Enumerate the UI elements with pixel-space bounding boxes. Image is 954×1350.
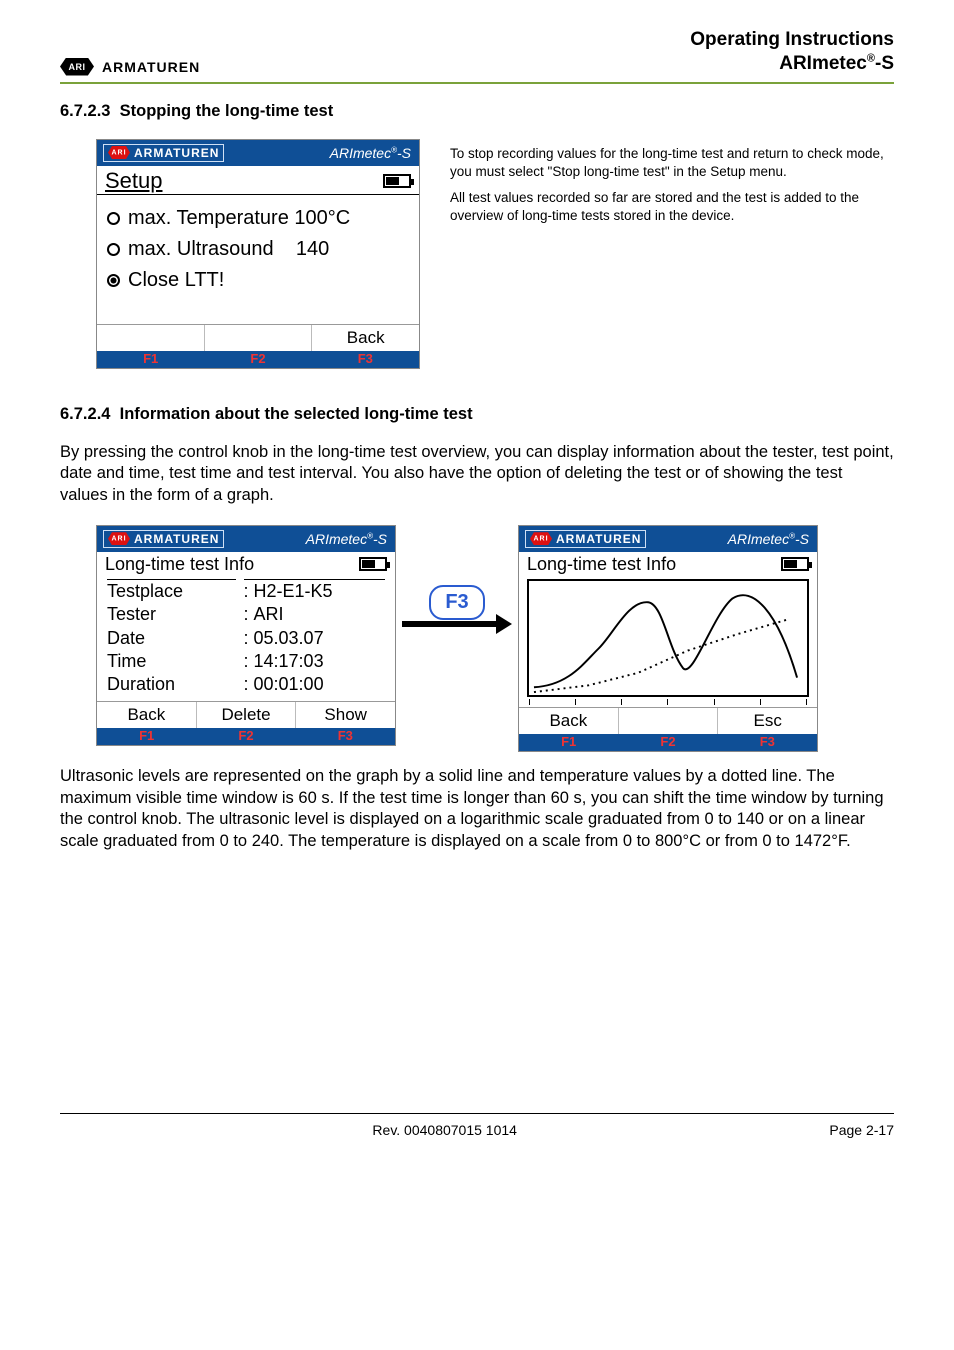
f1-label: F1: [519, 734, 618, 751]
graph-dotted-line: [534, 619, 787, 691]
doc-title-line2: ARImetec®-S: [690, 52, 894, 76]
battery-icon: [781, 557, 809, 571]
ari-diamond-icon: [108, 532, 130, 545]
f3-transition: F3: [402, 525, 512, 632]
device-title-row: Long-time test Info: [97, 552, 395, 575]
label-time: Time: [107, 650, 236, 673]
device-body: max. Temperature 100°C max. Ultrasound 1…: [97, 195, 419, 324]
arrow-right-icon: [402, 616, 512, 632]
label-date: Date: [107, 627, 236, 650]
ari-diamond-icon: [60, 58, 94, 76]
f2-label: F2: [618, 734, 717, 751]
device-body: Testplace : H2-E1-K5 Tester : ARI Date : 05…: [97, 575, 395, 701]
section-heading-info: 6.7.2.4 Information about the selected l…: [60, 405, 894, 424]
sec1-para1: To stop recording values for the long-ti…: [450, 145, 894, 181]
radio-selected-icon: [107, 274, 120, 287]
f-key-strip: F1 F2 F3: [97, 351, 419, 368]
device-title: Setup: [105, 168, 163, 194]
val-duration: : 00:01:00: [244, 673, 386, 696]
device-footer: Back: [97, 324, 419, 351]
f3-label: F3: [718, 734, 817, 751]
val-time: : 14:17:03: [244, 650, 386, 673]
footer-slot-2: [619, 708, 719, 734]
device-brand: ARMATUREN: [525, 530, 646, 548]
f3-bubble: F3: [429, 585, 484, 620]
graph-svg: [529, 581, 807, 695]
device-product: ARImetec®-S: [728, 531, 809, 547]
radio-icon: [107, 243, 120, 256]
f3-label: F3: [296, 728, 395, 745]
battery-icon: [359, 557, 387, 571]
device-setup-screen: ARMATUREN ARImetec®-S Setup max. Tempera…: [96, 139, 420, 369]
radio-icon: [107, 212, 120, 225]
device-product: ARImetec®-S: [306, 531, 387, 547]
f1-label: F1: [97, 351, 204, 368]
label-duration: Duration: [107, 673, 236, 696]
device-title: Long-time test Info: [105, 554, 254, 575]
val-testplace: : H2-E1-K5: [244, 579, 386, 603]
back-button[interactable]: Back: [97, 702, 197, 728]
brand-text: ARMATUREN: [102, 59, 200, 75]
brand-logo: ARMATUREN: [60, 58, 200, 76]
f2-label: F2: [196, 728, 295, 745]
esc-button[interactable]: Esc: [718, 708, 817, 734]
info-grid: Testplace : H2-E1-K5 Tester : ARI Date : 05…: [107, 579, 385, 697]
show-button[interactable]: Show: [296, 702, 395, 728]
label-tester: Tester: [107, 603, 236, 626]
battery-icon: [383, 174, 411, 188]
footer-rev: Rev. 0040807015 1014: [60, 1122, 829, 1138]
page-footer: Rev. 0040807015 1014 Page 2-17: [60, 1113, 894, 1138]
option-close-ltt[interactable]: Close LTT!: [107, 265, 409, 296]
f2-label: F2: [204, 351, 311, 368]
sec2-devices-row: ARMATUREN ARImetec®-S Long-time test Inf…: [96, 525, 894, 752]
f1-label: F1: [97, 728, 196, 745]
val-tester: : ARI: [244, 603, 386, 626]
device-footer: Back Delete Show: [97, 701, 395, 728]
device-title: Long-time test Info: [527, 554, 676, 575]
option-max-ultrasound[interactable]: max. Ultrasound 140: [107, 234, 409, 265]
device-brand: ARMATUREN: [103, 530, 224, 548]
f3-label: F3: [312, 351, 419, 368]
footer-page: Page 2-17: [829, 1122, 894, 1138]
device-top-bar: ARMATUREN ARImetec®-S: [97, 526, 395, 552]
back-button[interactable]: Back: [519, 708, 619, 734]
label-testplace: Testplace: [107, 579, 236, 603]
device-brand: ARMATUREN: [103, 144, 224, 162]
footer-slot-1: [97, 325, 205, 351]
footer-slot-2: [205, 325, 313, 351]
device-top-bar: ARMATUREN ARImetec®-S: [97, 140, 419, 166]
graph-area: [527, 579, 809, 697]
graph-solid-line: [534, 595, 797, 687]
sec1-text: To stop recording values for the long-ti…: [450, 139, 894, 234]
device-footer: Back Esc: [519, 707, 817, 734]
sec1-para2: All test values recorded so far are stor…: [450, 189, 894, 225]
f-key-strip: F1 F2 F3: [97, 728, 395, 745]
device-top-bar: ARMATUREN ARImetec®-S: [519, 526, 817, 552]
val-date: : 05.03.07: [244, 627, 386, 650]
delete-button[interactable]: Delete: [197, 702, 297, 728]
graph-ticks: [519, 699, 817, 707]
doc-title: Operating Instructions ARImetec®-S: [690, 28, 894, 76]
device-ltt-info: ARMATUREN ARImetec®-S Long-time test Inf…: [96, 525, 396, 746]
device-title-row: Long-time test Info: [519, 552, 817, 575]
back-button[interactable]: Back: [312, 325, 419, 351]
page-header: ARMATUREN Operating Instructions ARImete…: [60, 28, 894, 84]
sec2-intro: By pressing the control knob in the long…: [60, 442, 894, 507]
ari-diamond-icon: [530, 532, 552, 545]
section-heading-stop: 6.7.2.3 Stopping the long-time test: [60, 102, 894, 121]
sec2-outro: Ultrasonic levels are represented on the…: [60, 766, 894, 853]
sec1-row: ARMATUREN ARImetec®-S Setup max. Tempera…: [60, 139, 894, 369]
option-max-temp[interactable]: max. Temperature 100°C: [107, 203, 409, 234]
ari-diamond-icon: [108, 146, 130, 159]
f-key-strip: F1 F2 F3: [519, 734, 817, 751]
device-product: ARImetec®-S: [330, 145, 411, 161]
device-title-row: Setup: [97, 166, 419, 195]
device-ltt-graph: ARMATUREN ARImetec®-S Long-time test Inf…: [518, 525, 818, 752]
doc-title-line1: Operating Instructions: [690, 28, 894, 52]
